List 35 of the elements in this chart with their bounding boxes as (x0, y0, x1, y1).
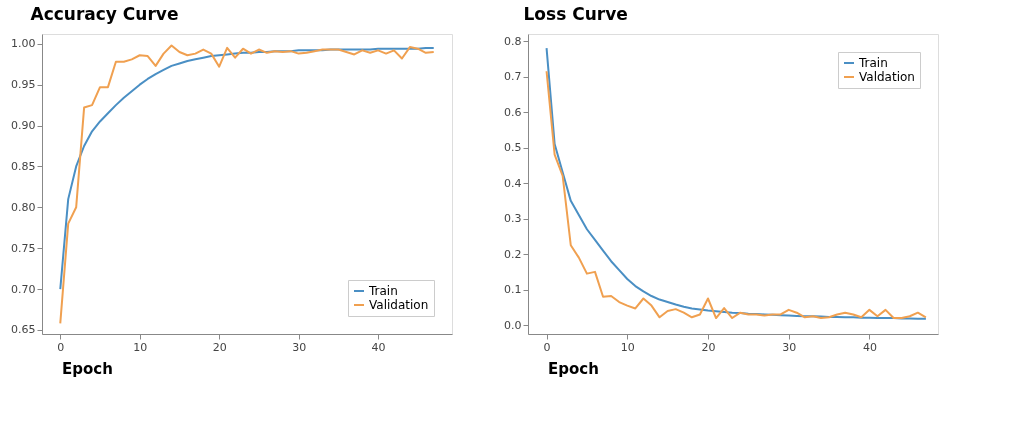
y-tick-label: 0.2 (504, 247, 522, 261)
x-tick-label: 20 (701, 340, 716, 354)
x-tick-label: 10 (620, 340, 635, 354)
y-tick-label: 0.95 (11, 78, 36, 92)
y-tick-label: 0.75 (11, 241, 36, 255)
chart-title: Accuracy Curve (30, 4, 179, 24)
x-tick-label: 10 (133, 340, 148, 354)
x-tick-label: 20 (212, 340, 227, 354)
y-tick-label: 0.7 (504, 70, 522, 84)
y-tick-label: 0.8 (504, 34, 522, 48)
y-tick-label: 0.6 (504, 105, 522, 119)
y-tick-label: 0.90 (11, 119, 36, 133)
x-tick-label: 0 (543, 340, 551, 354)
y-tick-label: 0.80 (11, 200, 36, 214)
legend-label: Validation (369, 298, 429, 312)
y-tick-label: 0.70 (11, 282, 36, 296)
x-tick-label: 0 (57, 340, 65, 354)
y-tick-label: 0.0 (504, 318, 522, 332)
chart-title: Loss Curve (523, 4, 628, 24)
y-tick-label: 0.65 (11, 323, 36, 337)
y-tick-label: 0.4 (504, 176, 522, 190)
y-tick-label: 1.00 (11, 37, 36, 51)
x-tick-label: 30 (782, 340, 797, 354)
x-axis-title: Epoch (548, 360, 599, 378)
x-tick-label: 30 (292, 340, 307, 354)
legend-label: Valdation (859, 70, 915, 84)
y-tick-label: 0.3 (504, 212, 522, 226)
x-tick-label: 40 (371, 340, 386, 354)
legend-label: Train (858, 56, 888, 70)
y-tick-label: 0.1 (504, 283, 522, 297)
legend-label: Train (368, 284, 398, 298)
y-tick-label: 0.5 (504, 141, 522, 155)
x-tick-label: 40 (862, 340, 877, 354)
x-axis-title: Epoch (62, 360, 113, 378)
y-tick-label: 0.85 (11, 159, 36, 173)
